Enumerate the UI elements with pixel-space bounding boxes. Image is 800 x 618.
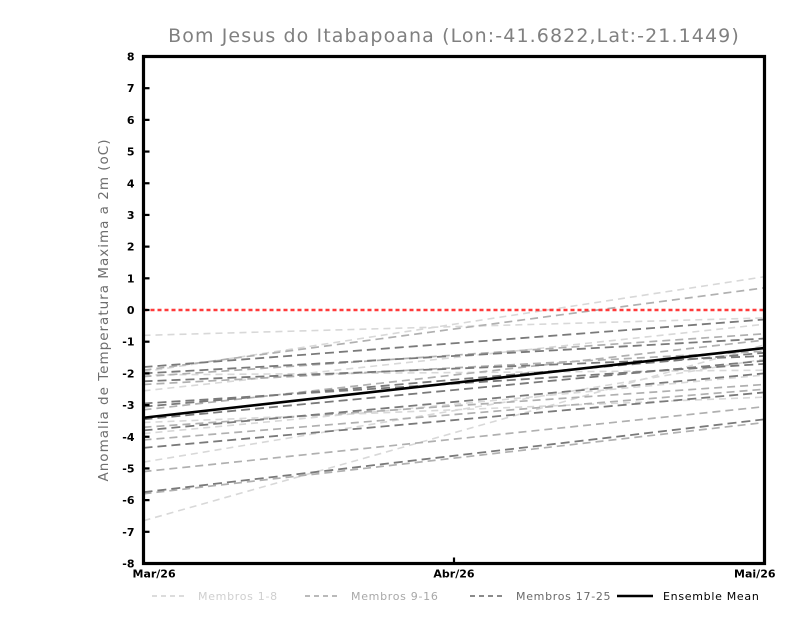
y-tick-label: -1	[122, 336, 134, 349]
x-tick-label: Mai/26	[734, 568, 776, 581]
y-tick-label: 0	[127, 304, 135, 317]
member-line	[143, 421, 765, 495]
y-tick-label: 7	[127, 82, 135, 95]
y-tick-label: -8	[122, 558, 134, 571]
x-tick-label: Mar/26	[133, 568, 176, 581]
member-line	[143, 275, 765, 373]
member-line	[143, 323, 765, 392]
y-tick-label: 5	[127, 146, 135, 159]
ensemble-mean-line	[143, 346, 765, 420]
legend-label: Ensemble Mean	[663, 590, 760, 603]
legend-label: Membros 9-16	[351, 590, 439, 603]
y-tick-label: -6	[122, 494, 135, 507]
series-layer	[143, 275, 765, 522]
y-tick-label: 6	[127, 114, 135, 127]
y-tick-label: 8	[127, 51, 135, 64]
y-tick-label: 4	[127, 177, 135, 190]
member-line	[143, 317, 765, 337]
member-line	[143, 355, 765, 383]
y-axis-ticks: 8 7 6 5 4 3 2 1 0 -1 -2 -3 -4 -5 -6 -7 -8	[122, 51, 150, 571]
y-tick-label: 2	[127, 241, 135, 254]
legend-label: Membros 17-25	[516, 590, 611, 603]
member-line	[143, 372, 765, 432]
x-tick-label: Abr/26	[433, 568, 474, 581]
y-axis-label: Anomalia de Temperatura Maxima a 2m (oC)	[96, 139, 112, 482]
chart-legend: Membros 1-8 Membros 9-16 Membros 17-25 Ense…	[152, 590, 760, 603]
member-line	[143, 318, 765, 368]
y-tick-label: 3	[127, 209, 135, 222]
y-tick-label: -3	[122, 399, 134, 412]
legend-label: Membros 1-8	[198, 590, 278, 603]
chart-title: Bom Jesus do Itabapoana (Lon:-41.6822,La…	[168, 25, 740, 47]
member-line	[143, 418, 765, 494]
member-line	[143, 374, 765, 435]
member-line	[143, 337, 765, 375]
member-line	[143, 405, 765, 473]
y-tick-label: 1	[127, 272, 135, 285]
member-line	[143, 358, 765, 463]
ensemble-mean-layer	[143, 346, 765, 420]
y-tick-label: -7	[122, 526, 134, 539]
x-axis-ticks: Mar/26 Abr/26 Mai/26	[133, 557, 776, 581]
member-line	[143, 391, 765, 449]
y-tick-label: -5	[122, 462, 134, 475]
member-line	[143, 388, 765, 441]
y-tick-label: -4	[122, 431, 135, 444]
member-line	[143, 286, 765, 372]
y-tick-label: -2	[122, 367, 134, 380]
